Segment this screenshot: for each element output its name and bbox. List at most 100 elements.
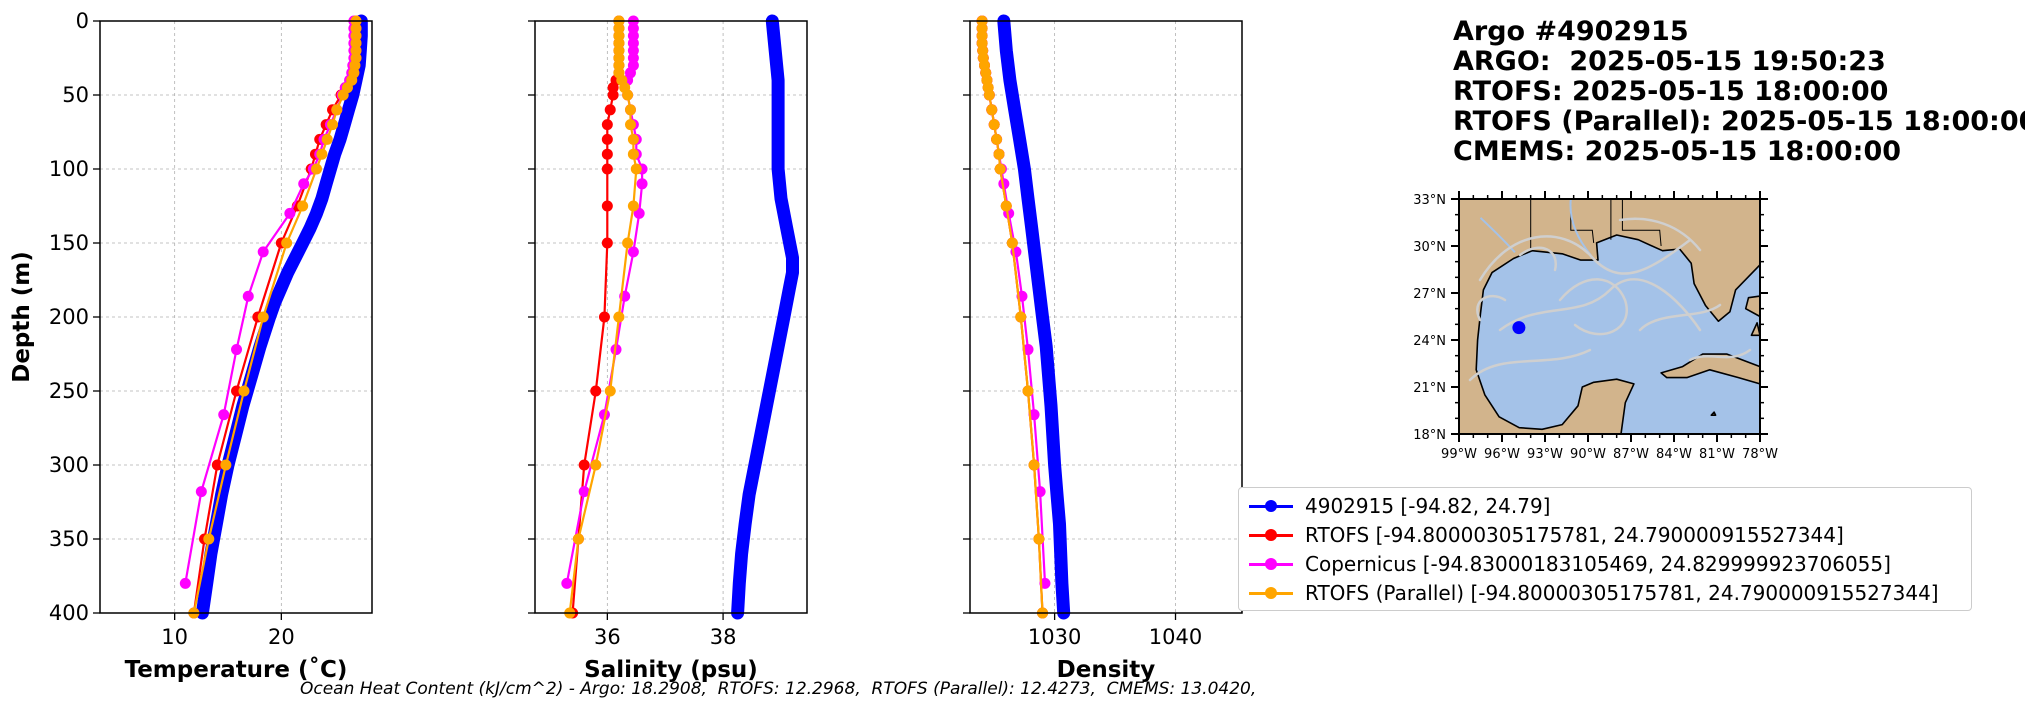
- legend-label-copernicus: Copernicus [-94.83000183105469, 24.82999…: [1305, 552, 1891, 576]
- data-point-copernicus: [578, 486, 590, 498]
- legend-marker-rtofs: [1265, 529, 1277, 541]
- y-tick-label: 300: [49, 453, 89, 477]
- data-point-rtofs-parallel: [316, 148, 328, 160]
- data-point-rtofs-parallel: [604, 385, 616, 397]
- current-streamline: [1638, 303, 1722, 332]
- data-point-rtofs: [604, 104, 616, 116]
- data-point-rtofs-parallel: [627, 148, 639, 160]
- data-point-rtofs: [601, 133, 613, 145]
- data-point-rtofs-parallel: [337, 89, 349, 101]
- legend-marker-copernicus: [1265, 558, 1277, 570]
- legend-label-rtofs: RTOFS [-94.80000305175781, 24.7900009155…: [1305, 523, 1844, 547]
- argo-location-marker: [1512, 321, 1526, 335]
- series-line-4902915: [731, 14, 799, 620]
- panel-temperature: 0 50 100 150 200 250 300 350 400 10 20 Temperature …: [9, 9, 373, 683]
- data-point-rtofs-parallel: [297, 200, 309, 212]
- x-axis-label: Temperature (˚C): [125, 656, 348, 683]
- y-axis-label: Depth (m): [9, 251, 35, 383]
- panel-salinity: 36 38 Salinity (psu): [528, 14, 808, 683]
- map-lon-label: 90°W: [1570, 447, 1606, 462]
- data-point-rtofs: [601, 163, 613, 175]
- legend-entry-argo: 4902915 [-94.82, 24.79]: [1239, 492, 1971, 520]
- island: [1750, 321, 1761, 337]
- map-lat-label: 33°N: [1413, 193, 1446, 208]
- y-tick-label: 50: [62, 83, 89, 107]
- current-streamline: [1518, 246, 1558, 272]
- island: [1710, 411, 1717, 417]
- y-tick-label: 400: [49, 601, 89, 625]
- data-point-rtofs-parallel: [327, 119, 339, 131]
- data-point-rtofs-parallel: [321, 133, 333, 145]
- data-point-rtofs: [607, 89, 619, 101]
- y-tick-label: 350: [49, 527, 89, 551]
- data-point-rtofs-parallel: [986, 104, 998, 116]
- data-point-rtofs-parallel: [983, 89, 995, 101]
- legend-label-rtofs-parallel: RTOFS (Parallel) [-94.80000305175781, 24…: [1305, 581, 1939, 605]
- data-point-copernicus: [218, 409, 230, 421]
- current-streamline: [1468, 348, 1592, 382]
- map-lat-label: 30°N: [1413, 240, 1446, 255]
- data-point-rtofs-parallel: [1000, 200, 1012, 212]
- data-point-rtofs: [601, 148, 613, 160]
- data-point-copernicus: [633, 207, 645, 219]
- data-point-rtofs-parallel: [622, 89, 634, 101]
- data-point-rtofs-parallel: [988, 119, 1000, 131]
- map-frame: [1458, 198, 1761, 435]
- y-tick-label: 250: [49, 379, 89, 403]
- data-point-copernicus: [298, 178, 310, 190]
- data-point-rtofs-parallel: [331, 104, 343, 116]
- data-point-rtofs-parallel: [630, 163, 642, 175]
- map-lat-label: 18°N: [1413, 428, 1446, 443]
- data-point-rtofs-parallel: [622, 237, 634, 249]
- current-streamline: [1498, 278, 1702, 332]
- x-tick-label: 38: [710, 625, 737, 649]
- map-lon-label: 84°W: [1656, 447, 1692, 462]
- legend-entry-rtofs: RTOFS [-94.80000305175781, 24.7900009155…: [1239, 521, 1971, 549]
- state-border: [1621, 199, 1662, 247]
- title-cmems-time: CMEMS: 2025-05-15 18:00:00: [1453, 136, 1902, 167]
- data-point-rtofs-parallel: [994, 163, 1006, 175]
- title-rtofs-parallel-time: RTOFS (Parallel): 2025-05-15 18:00:00: [1453, 106, 2025, 137]
- data-point-copernicus: [195, 486, 207, 498]
- data-point-rtofs-parallel: [311, 163, 323, 175]
- data-point-rtofs-parallel: [590, 459, 602, 471]
- legend-label-argo: 4902915 [-94.82, 24.79]: [1305, 494, 1551, 518]
- data-point-rtofs-parallel: [281, 237, 293, 249]
- legend: 4902915 [-94.82, 24.79] RTOFS [-94.80000…: [1238, 487, 1972, 611]
- inset-map: 33°N 30°N 27°N 24°N 21°N 18°N 99°W 96°W 93°W 90°W…: [1413, 191, 1778, 462]
- data-point-rtofs-parallel: [1022, 385, 1034, 397]
- map-lon-label: 87°W: [1613, 447, 1649, 462]
- data-point-rtofs-parallel: [1015, 311, 1027, 323]
- data-point-rtofs-parallel: [1028, 459, 1040, 471]
- y-tick-label: 100: [49, 157, 89, 181]
- current-streamline: [1476, 294, 1507, 322]
- data-point-copernicus: [231, 344, 243, 356]
- data-point-copernicus: [284, 207, 296, 219]
- data-point-rtofs: [578, 459, 590, 471]
- map-lon-label: 93°W: [1527, 447, 1563, 462]
- x-axis-label: Salinity (psu): [584, 657, 758, 683]
- x-tick-label: 1040: [1149, 625, 1202, 649]
- map-lon-label: 99°W: [1441, 447, 1477, 462]
- map-lat-label: 27°N: [1413, 287, 1446, 302]
- data-point-rtofs: [601, 119, 613, 131]
- axes-frame: [534, 20, 808, 614]
- map-lon-label: 78°W: [1742, 447, 1778, 462]
- data-point-rtofs-parallel: [203, 533, 215, 545]
- legend-marker-rtofs-parallel: [1265, 587, 1277, 599]
- map-lon-label: 81°W: [1699, 447, 1735, 462]
- map-lon-label: 96°W: [1484, 447, 1520, 462]
- y-tick-label: 200: [49, 305, 89, 329]
- y-tick-label: 0: [76, 9, 89, 33]
- data-point-rtofs-parallel: [1033, 533, 1045, 545]
- series-line-4902915: [997, 14, 1071, 620]
- data-point-rtofs-parallel: [1006, 237, 1018, 249]
- data-point-rtofs-parallel: [238, 385, 250, 397]
- x-tick-label: 36: [594, 625, 621, 649]
- current-streamline: [1558, 278, 1628, 336]
- data-point-rtofs: [590, 385, 602, 397]
- data-point-copernicus: [1028, 409, 1040, 421]
- data-point-rtofs: [598, 311, 610, 323]
- data-point-rtofs-parallel: [993, 148, 1005, 160]
